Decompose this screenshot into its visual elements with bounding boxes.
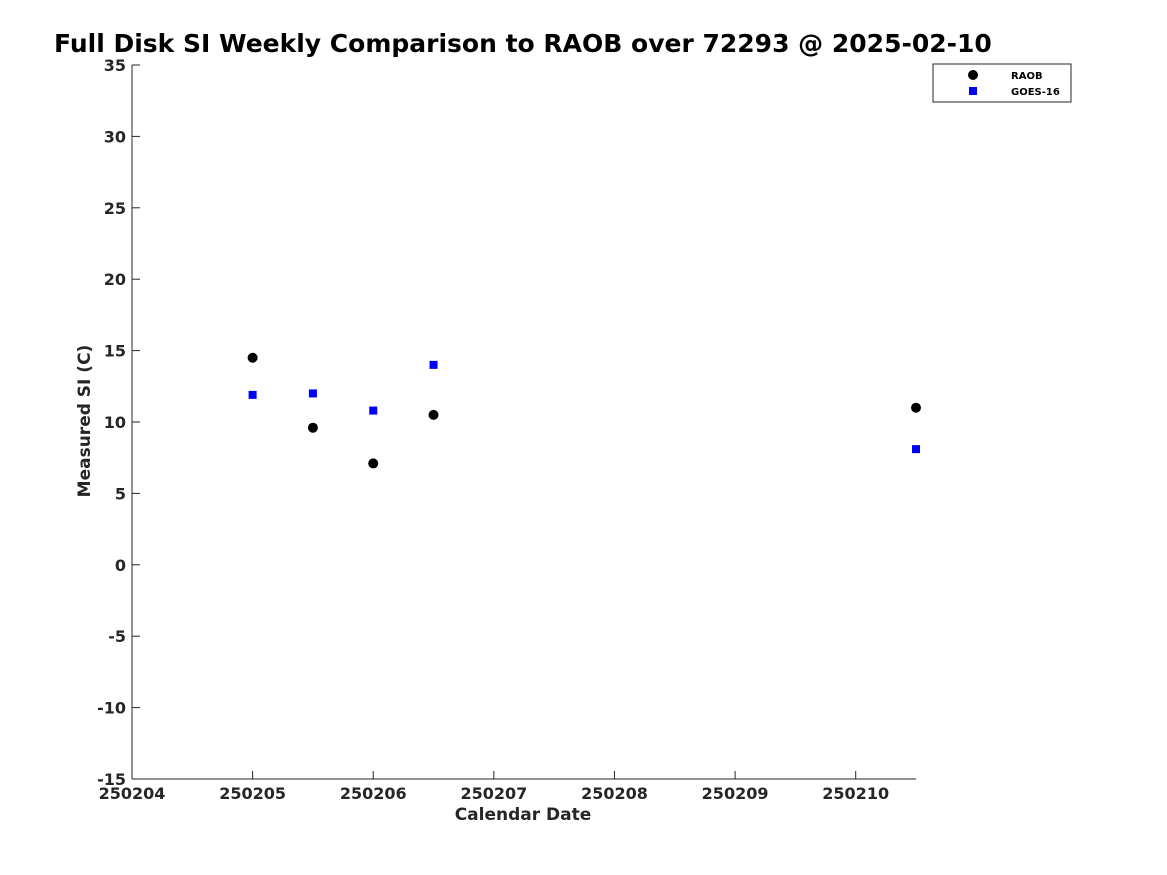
x-tick-label: 250209 [702, 784, 769, 803]
y-tick-label: -15 [97, 770, 126, 789]
y-tick-label: 15 [104, 342, 126, 361]
y-tick-label: 25 [104, 199, 126, 218]
goes-16-point [308, 389, 317, 398]
legend: RAOB GOES-16 [932, 63, 1072, 103]
x-axis-label: Calendar Date [455, 805, 592, 825]
y-tick-label: 35 [104, 56, 126, 75]
raob-point [428, 409, 439, 420]
goes-16-point [429, 360, 438, 369]
y-axis-label: Measured SI (C) [75, 345, 95, 498]
x-tick-label: 250207 [460, 784, 527, 803]
raob-point [911, 402, 921, 413]
raob-point [307, 422, 318, 433]
chart-title: Full Disk SI Weekly Comparison to RAOB o… [54, 29, 992, 58]
y-tick-label: 5 [115, 484, 126, 503]
data-markers [247, 352, 921, 469]
x-tick-label: 250204 [99, 784, 166, 803]
goes-16-point [248, 390, 257, 399]
y-tick-label: 20 [104, 270, 126, 289]
y-tick-label: 0 [115, 556, 126, 575]
axes: -15 -10 -5 0 5 10 15 20 25 30 35 250204 250205 250206… [97, 56, 916, 803]
x-tick-label: 250206 [340, 784, 407, 803]
legend-marker-raob [968, 70, 978, 80]
x-tick-label: 250205 [219, 784, 286, 803]
goes-16-point [912, 445, 920, 454]
y-tick-label: 10 [104, 413, 126, 432]
legend-label-raob: RAOB [1011, 71, 1043, 82]
raob-point [247, 352, 258, 363]
legend-marker-goes-16 [969, 87, 977, 95]
legend-label-goes-16: GOES-16 [1011, 87, 1060, 98]
goes-16-point [369, 406, 378, 415]
raob-point [368, 458, 379, 469]
legend-box [932, 63, 1072, 103]
x-tick-label: 250210 [822, 784, 889, 803]
x-tick-label: 250208 [581, 784, 648, 803]
y-tick-label: -5 [108, 627, 126, 646]
y-tick-label: 30 [104, 127, 126, 146]
y-tick-label: -10 [97, 699, 126, 718]
